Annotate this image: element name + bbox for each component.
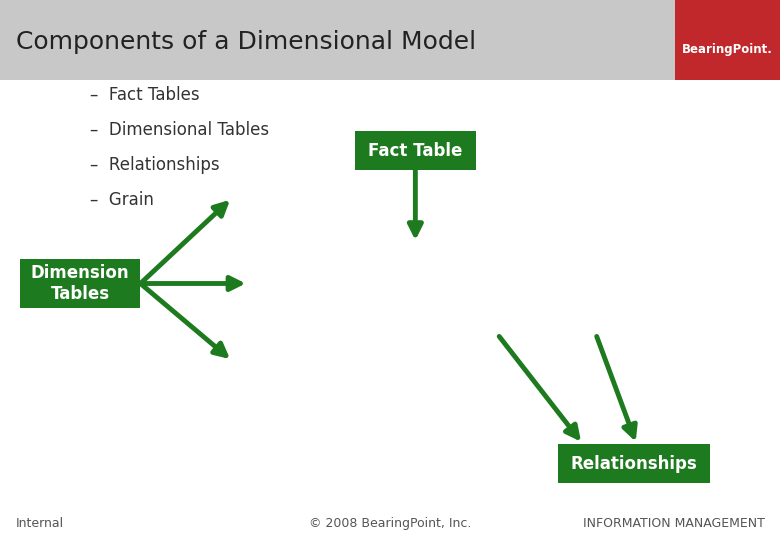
- Text: Relationships: Relationships: [570, 455, 697, 473]
- Text: Dimension
Tables: Dimension Tables: [30, 264, 129, 303]
- Bar: [20, 259, 140, 308]
- Text: BearingPoint.: BearingPoint.: [682, 43, 773, 56]
- Bar: [675, 0, 780, 80]
- Text: –  Fact Tables: – Fact Tables: [90, 85, 200, 104]
- Text: Components of a Dimensional Model: Components of a Dimensional Model: [16, 30, 476, 53]
- Bar: [355, 131, 476, 170]
- Text: Internal: Internal: [16, 517, 64, 530]
- Bar: [558, 444, 710, 483]
- Text: Fact Table: Fact Table: [368, 141, 463, 160]
- Text: –  Dimensional Tables: – Dimensional Tables: [90, 120, 269, 139]
- Bar: [0, 0, 780, 80]
- Text: –  Relationships: – Relationships: [90, 156, 219, 174]
- Text: –  Grain: – Grain: [90, 191, 154, 209]
- Text: © 2008 BearingPoint, Inc.: © 2008 BearingPoint, Inc.: [309, 517, 471, 530]
- Text: INFORMATION MANAGEMENT: INFORMATION MANAGEMENT: [583, 517, 764, 530]
